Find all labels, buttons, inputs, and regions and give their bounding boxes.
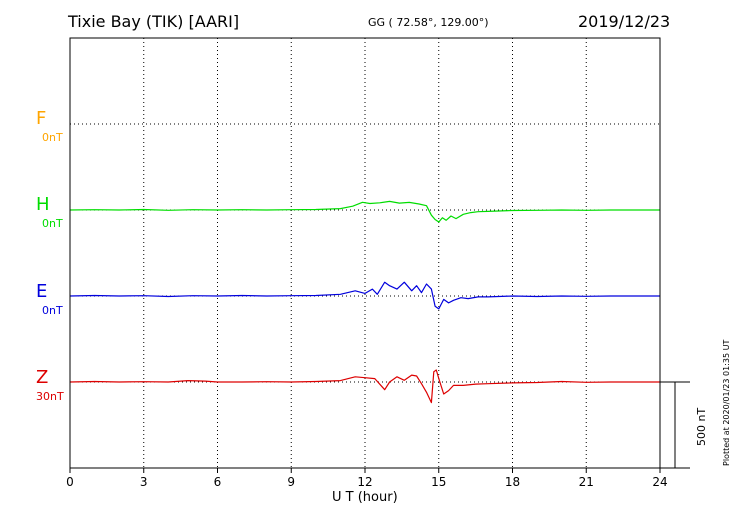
component-letter: H <box>36 194 50 215</box>
x-tick-label: 21 <box>579 475 594 489</box>
series-line-z <box>69 369 660 404</box>
component-baseline: 0nT <box>42 304 63 317</box>
series-line-h <box>69 200 660 223</box>
component-label-h: H 0nT <box>36 194 63 231</box>
component-letter: Z <box>36 367 49 388</box>
series-line-e <box>69 281 660 310</box>
x-tick-label: 15 <box>431 475 446 489</box>
component-baseline: 30nT <box>36 390 64 403</box>
scale-bar <box>660 381 690 469</box>
x-tick-label: 9 <box>287 475 295 489</box>
component-letter: F <box>36 108 47 129</box>
plotted-timestamp: Plotted at 2020/01/23 01:35 UT <box>722 339 730 466</box>
component-label-e: E 0nT <box>36 281 63 318</box>
x-tick-label: 24 <box>652 475 667 489</box>
x-tick-label: 3 <box>140 475 148 489</box>
station-coordinates: GG ( 72.58°, 129.00°) <box>368 16 489 29</box>
x-tick-label: 0 <box>66 475 74 489</box>
plot-frame <box>69 37 661 469</box>
series-layer <box>69 200 660 404</box>
x-tick-label: 18 <box>505 475 520 489</box>
x-axis-label: U T (hour) <box>332 490 398 505</box>
x-tick-label: 6 <box>214 475 222 489</box>
scale-bar-label: 500 nT <box>695 407 708 446</box>
x-tick-label: 12 <box>357 475 372 489</box>
grid-lines <box>70 38 660 468</box>
component-baseline: 0nT <box>42 217 63 230</box>
component-label-z: Z 30nT <box>36 367 64 404</box>
x-axis-ticks: 0 3 6 9 12 15 18 21 24 <box>66 468 668 489</box>
station-title: Tixie Bay (TIK) [AARI] <box>68 12 240 31</box>
component-letter: E <box>36 281 48 302</box>
plot-date: 2019/12/23 <box>578 12 671 31</box>
component-label-f: F 0nT <box>36 108 63 145</box>
component-baseline: 0nT <box>42 131 63 144</box>
